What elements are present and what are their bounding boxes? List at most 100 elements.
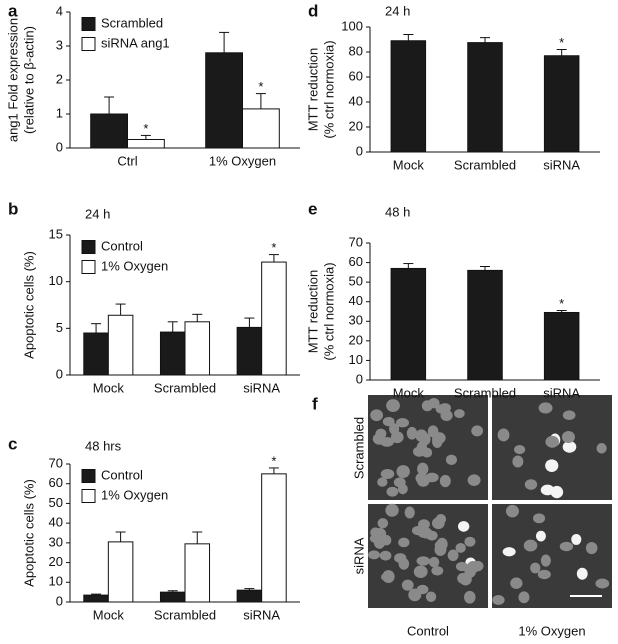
nucleus [497,428,510,442]
nucleus [431,517,445,530]
bar [467,42,503,153]
nucleus [467,474,481,486]
nucleus [397,483,408,495]
nucleus [387,399,398,409]
nucleus [421,400,433,412]
x-tick-label: Scrambled [454,385,516,400]
y-tick-label: 0 [356,371,363,386]
panel-label: d [308,1,318,20]
y-tick-label: 0 [356,143,363,158]
significance: * [271,240,276,255]
y-tick-label: 20 [49,554,63,569]
legend-label: siRNA ang1 [101,35,170,50]
panel-label: f [312,394,318,413]
row-label: Scrambled [351,417,366,479]
y-axis-label: MTT reduction [305,270,320,354]
y-tick-label: 60 [349,254,363,269]
nucleus [435,404,448,414]
bar [261,261,287,376]
y-axis-label: (% ctrl normoxia) [321,40,336,138]
legend-label: 1% Oxygen [101,258,168,273]
y-tick-label: 30 [49,534,63,549]
y-tick-label: 80 [349,43,363,58]
nucleus [561,430,575,444]
nucleus [416,556,431,566]
nucleus [540,554,551,567]
significance: * [559,296,564,311]
x-tick-label: siRNA [543,157,580,172]
y-tick-label: 40 [349,293,363,308]
bar [236,589,263,603]
bar [390,267,427,381]
nucleus [510,577,523,589]
y-axis-label: Apoptotic cells (%) [21,479,36,587]
nucleus [464,565,476,578]
nucleus [389,423,400,435]
legend-swatch [81,37,96,51]
nucleus [377,518,389,529]
nucleus [530,562,541,574]
nucleus [394,553,407,563]
bar [184,321,211,376]
nucleus [585,542,598,555]
legend-swatch [81,469,96,483]
y-axis-label: (% ctrl normoxia) [321,262,336,360]
bar [159,591,186,603]
nucleus [380,534,392,546]
x-tick-label: Mock [393,385,425,400]
nucleus [524,479,538,490]
bar [83,594,109,603]
bar [107,541,134,603]
bar [242,108,280,149]
nucleus [545,459,559,472]
y-tick-label: 15 [49,226,63,241]
y-axis-label: ang1 Fold expression [5,18,20,142]
nucleus [471,425,484,437]
nucleus [455,561,469,572]
nucleus [380,468,395,480]
nucleus [425,472,439,483]
nucleus [523,539,538,552]
y-tick-label: 10 [49,273,63,288]
bar [543,311,580,381]
panel-label: c [8,434,17,453]
y-tick-label: 70 [49,455,63,470]
bar [107,314,134,376]
nucleus [416,584,429,595]
nucleus [398,537,410,548]
nucleus [396,418,410,428]
nucleus [434,543,447,556]
panel-label: a [8,1,18,20]
legend-label: 1% Oxygen [101,487,168,502]
nucleus [537,569,551,580]
nucleus [445,454,457,466]
nucleus [379,550,392,561]
nucleus [502,547,516,557]
nucleus [370,409,384,422]
y-tick-label: 5 [56,320,63,335]
nucleus [385,503,399,517]
nucleus [396,465,410,478]
bar [184,543,211,603]
x-tick-label: siRNA [243,607,280,622]
nucleus [417,528,431,539]
micrographs [368,395,612,608]
y-tick-label: 1 [56,105,63,120]
x-tick-label: Ctrl [117,153,137,168]
legend-label: Control [101,238,143,253]
nucleus [505,504,519,518]
bar [127,139,165,149]
y-tick-label: 100 [341,18,363,33]
x-tick-label: Scrambled [154,607,216,622]
subtitle: 24 h [85,206,110,221]
nucleus [431,566,444,576]
nucleus [559,541,574,552]
nucleus [412,446,426,457]
y-tick-label: 40 [49,515,63,530]
nucleus [425,591,437,602]
nucleus [454,409,465,419]
y-tick-label: 10 [49,574,63,589]
x-tick-label: Scrambled [154,380,216,395]
column-label: 1% Oxygen [518,623,585,638]
